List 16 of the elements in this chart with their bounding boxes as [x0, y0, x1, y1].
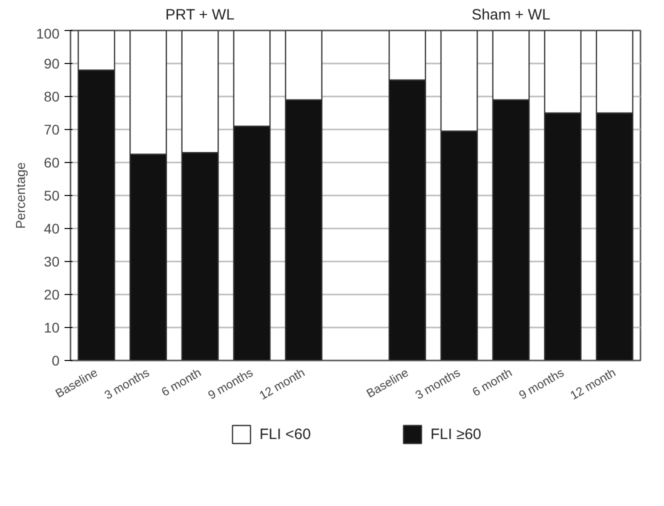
legend-label: FLI <60	[260, 426, 311, 443]
y-axis-title: Percentage	[13, 162, 28, 229]
y-tick-label: 60	[44, 154, 60, 170]
y-tick-label: 30	[44, 254, 60, 270]
y-tick-label: 100	[36, 26, 60, 42]
y-tick-label: 10	[44, 320, 60, 336]
y-tick-label: 40	[44, 220, 60, 236]
y-tick-label: 0	[52, 352, 60, 368]
text: Sham + WL	[472, 6, 550, 24]
y-tick-label: 50	[44, 188, 60, 204]
legend-label: FLI ≥60	[430, 426, 482, 443]
y-tick-label: 70	[44, 122, 60, 138]
y-tick-label: 90	[44, 56, 60, 72]
y-tick-label: 20	[44, 286, 60, 302]
text: PRT + WL	[165, 6, 234, 24]
y-tick-label: 80	[44, 88, 60, 104]
